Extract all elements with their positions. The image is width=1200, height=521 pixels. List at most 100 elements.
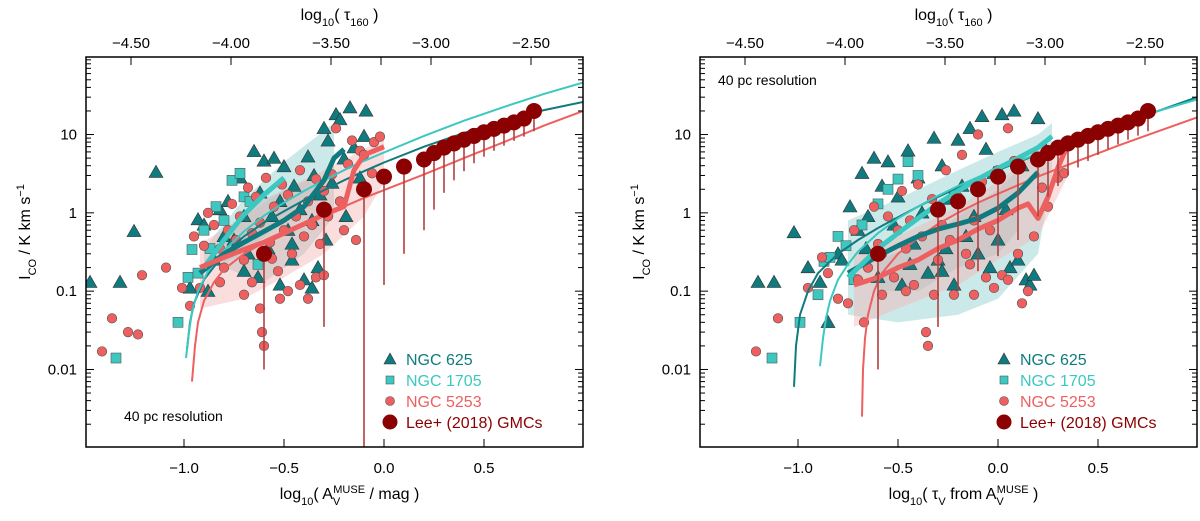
- ngc625-point: [266, 150, 282, 164]
- ngc1705-point: [912, 170, 924, 181]
- ngc1705-point: [218, 215, 230, 226]
- ngc5253-point: [868, 201, 880, 212]
- ngc1705-point: [172, 317, 184, 328]
- ngc5253-point: [272, 266, 284, 277]
- ngc625-point: [880, 154, 896, 168]
- ngc625-point: [1010, 252, 1026, 266]
- plot-area: [86, 81, 583, 447]
- ngc625-point: [842, 199, 858, 213]
- legend-label: Lee+ (2018) GMCs: [1020, 415, 1157, 432]
- ngc5253-point: [314, 238, 326, 250]
- legend-item: NGC 5253: [999, 394, 1096, 411]
- ngc5253-point: [750, 346, 762, 357]
- ngc5253-point: [848, 225, 860, 236]
- ngc5253-point: [912, 179, 924, 190]
- ngc5253-point: [188, 231, 200, 242]
- ngc625-point: [994, 106, 1010, 121]
- lee-gmc-point: [316, 201, 332, 218]
- plot-frame: [85, 56, 584, 448]
- legend-item: NGC 625: [383, 352, 473, 369]
- x-tick-label: −1.0: [169, 460, 199, 477]
- legend-item: NGC 625: [997, 352, 1087, 369]
- ngc5253-point: [842, 298, 854, 309]
- resolution-annotation: 40 pc resolution: [124, 408, 223, 424]
- ngc5253-point: [176, 282, 188, 294]
- ngc625-point: [866, 150, 882, 164]
- ngc5253-point: [1028, 231, 1040, 242]
- left-panel: −1.0 −0.5 0.0 0.5 −4.50 −4.00 −3.50 −3.00 −2.50 1…: [15, 7, 584, 508]
- ngc625-point: [812, 274, 828, 288]
- top-x-tick-label: −3.00: [1026, 35, 1064, 52]
- shaded-band: [200, 138, 384, 309]
- x-tick-label: 0.0: [374, 460, 395, 477]
- ngc625-point: [950, 132, 966, 146]
- ngc5253-point: [1002, 274, 1014, 285]
- legend-circle-icon: [385, 396, 395, 406]
- ngc625-point: [316, 120, 332, 134]
- median-line: [201, 175, 286, 270]
- ngc5253-point: [330, 123, 342, 134]
- ngc625-point: [962, 120, 978, 134]
- ngc5253-point: [274, 293, 286, 304]
- ngc625-point: [300, 149, 316, 163]
- ngc1705-point: [832, 231, 844, 242]
- ngc625-point: [272, 277, 288, 291]
- ngc625-point: [332, 112, 348, 126]
- y-tick-label: 0.1: [670, 283, 691, 300]
- plot-frame: [699, 56, 1198, 448]
- legend-label: NGC 5253: [1020, 394, 1096, 411]
- ngc5253-point: [908, 279, 920, 291]
- ngc5253-point: [896, 185, 908, 197]
- ngc625-point: [320, 133, 336, 147]
- ngc625-point: [926, 130, 942, 144]
- top-x-axis-title: log10( τ160 ): [301, 7, 379, 29]
- y-tick-label: 0.01: [662, 361, 691, 378]
- median-line: [846, 170, 1040, 276]
- ngc1705-point: [882, 183, 894, 195]
- lee-gmc-point: [870, 245, 886, 262]
- ngc1705-point: [812, 289, 824, 301]
- top-x-tick-label: −2.50: [512, 35, 550, 52]
- ngc5253-point: [242, 182, 254, 193]
- ngc1705-point: [766, 352, 778, 364]
- ngc5253-point: [132, 329, 144, 340]
- ngc5253-point: [346, 135, 358, 146]
- ngc5253-point: [298, 231, 310, 242]
- lee-gmc-point: [970, 181, 986, 198]
- legend-label: NGC 1705: [1020, 373, 1096, 390]
- resolution-annotation: 40 pc resolution: [718, 72, 817, 88]
- legend-item: Lee+ (2018) GMCs: [996, 414, 1157, 432]
- ngc5253-point: [972, 129, 984, 140]
- ngc5253-point: [350, 234, 362, 246]
- legend-label: NGC 625: [406, 352, 473, 369]
- ngc625-point: [766, 274, 782, 288]
- top-x-tick-label: −4.50: [726, 35, 764, 52]
- ngc1705-point: [252, 259, 264, 270]
- ngc5253-point: [160, 262, 172, 273]
- legend-big-circle-icon: [996, 414, 1012, 430]
- x-tick-label: −0.5: [269, 460, 299, 477]
- legend-label: NGC 5253: [406, 394, 482, 411]
- ngc625-point: [86, 274, 98, 288]
- top-x-tick-label: −3.50: [926, 35, 964, 52]
- ngc1705-point: [210, 201, 222, 212]
- shaded-band: [204, 123, 334, 272]
- ngc625-point: [1030, 110, 1046, 125]
- x-axis-title: log10( τV from AVMUSE ): [889, 484, 1039, 508]
- y-tick-label: 0.01: [48, 361, 77, 378]
- ngc5253-point: [980, 272, 992, 283]
- ngc625-point: [860, 208, 876, 222]
- lee-gmc-point: [526, 102, 542, 119]
- ngc5253-point: [1022, 286, 1034, 297]
- legend-big-circle-icon: [382, 414, 398, 430]
- ngc5253-point: [772, 313, 784, 324]
- lee-gmc-point: [930, 201, 946, 218]
- top-x-axis-title: log10( τ160 ): [915, 7, 993, 29]
- ngc625-point: [284, 252, 300, 266]
- ngc1705-point: [182, 272, 194, 283]
- ngc625-point: [834, 252, 850, 266]
- x-tick-label: −0.5: [883, 460, 913, 477]
- ngc625-point: [750, 274, 766, 288]
- ngc1705-point: [234, 167, 246, 179]
